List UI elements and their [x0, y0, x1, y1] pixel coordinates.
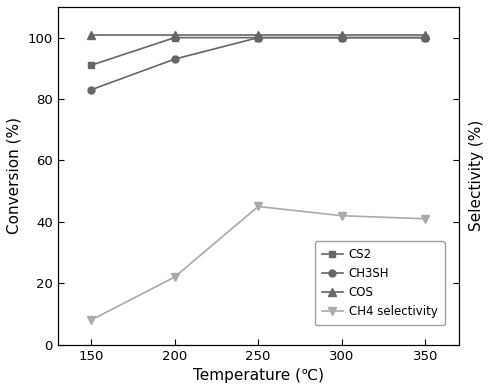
- CH3SH: [255, 35, 261, 40]
- CH3SH: [339, 35, 345, 40]
- Legend: CS2, CH3SH, COS, CH4 selectivity: CS2, CH3SH, COS, CH4 selectivity: [315, 241, 445, 325]
- CS2: [422, 35, 428, 40]
- CS2: [88, 63, 94, 67]
- CH4 selectivity: [255, 204, 261, 209]
- Line: CH4 selectivity: CH4 selectivity: [87, 202, 430, 324]
- CS2: [339, 35, 345, 40]
- Y-axis label: Conversion (%): Conversion (%): [7, 117, 22, 234]
- Line: COS: COS: [87, 30, 430, 39]
- COS: [172, 32, 178, 37]
- CS2: [172, 35, 178, 40]
- COS: [88, 32, 94, 37]
- Y-axis label: Selectivity (%): Selectivity (%): [469, 120, 484, 231]
- CH3SH: [172, 57, 178, 62]
- COS: [255, 32, 261, 37]
- COS: [339, 32, 345, 37]
- CH4 selectivity: [339, 213, 345, 218]
- X-axis label: Temperature (℃): Temperature (℃): [192, 368, 324, 383]
- Line: CH3SH: CH3SH: [87, 34, 429, 93]
- CH4 selectivity: [422, 216, 428, 221]
- CS2: [255, 35, 261, 40]
- CH4 selectivity: [88, 318, 94, 323]
- CH4 selectivity: [172, 275, 178, 280]
- CH3SH: [422, 35, 428, 40]
- COS: [422, 32, 428, 37]
- Line: CS2: CS2: [87, 34, 429, 69]
- CH3SH: [88, 87, 94, 92]
